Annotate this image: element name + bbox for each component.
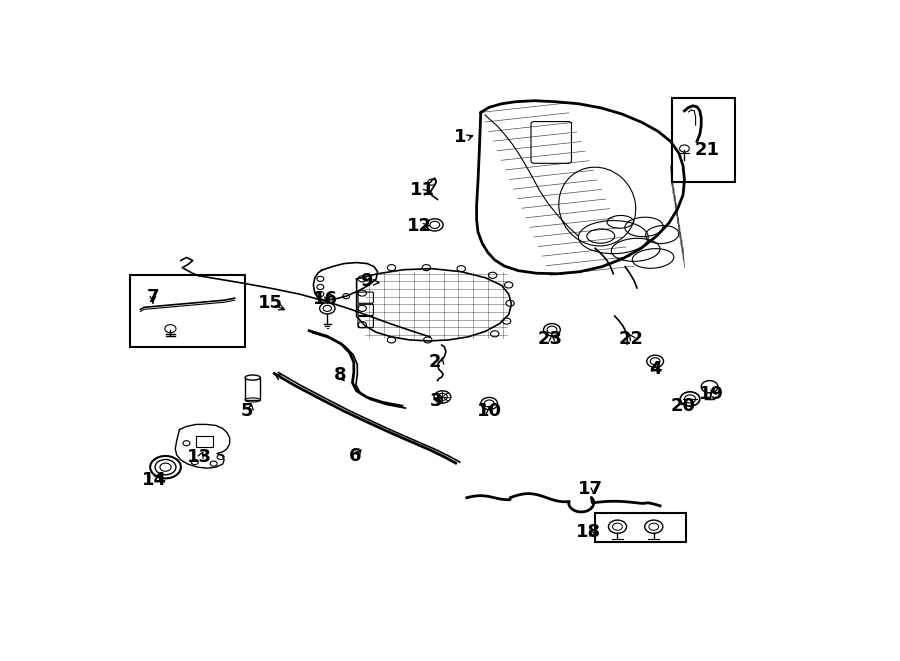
Text: 15: 15 <box>257 294 283 312</box>
Bar <box>130 275 245 346</box>
Circle shape <box>544 324 561 336</box>
Bar <box>196 436 213 447</box>
Bar <box>245 377 260 400</box>
Text: 3: 3 <box>430 393 443 410</box>
Text: 1: 1 <box>454 128 466 146</box>
Text: 9: 9 <box>360 272 373 290</box>
Text: 17: 17 <box>578 479 603 498</box>
Circle shape <box>481 397 498 410</box>
Text: 7: 7 <box>147 288 159 306</box>
Text: 19: 19 <box>698 385 724 403</box>
Text: 10: 10 <box>477 402 501 420</box>
Circle shape <box>647 355 663 368</box>
Text: 16: 16 <box>313 290 338 308</box>
Text: 22: 22 <box>619 330 644 348</box>
Text: 2: 2 <box>428 353 441 371</box>
Text: 23: 23 <box>538 330 563 348</box>
Text: 14: 14 <box>142 471 166 489</box>
Text: 13: 13 <box>187 448 212 466</box>
Text: 5: 5 <box>240 402 253 420</box>
Text: 12: 12 <box>407 217 432 235</box>
Bar <box>672 98 734 182</box>
Text: 18: 18 <box>576 524 601 541</box>
Circle shape <box>434 391 451 403</box>
Text: 6: 6 <box>349 447 362 465</box>
Text: 4: 4 <box>649 360 662 379</box>
Bar <box>595 513 686 543</box>
Text: 21: 21 <box>694 141 719 159</box>
Text: 8: 8 <box>334 366 346 383</box>
Text: 20: 20 <box>670 397 696 415</box>
Text: 11: 11 <box>410 181 435 199</box>
Ellipse shape <box>245 375 260 380</box>
